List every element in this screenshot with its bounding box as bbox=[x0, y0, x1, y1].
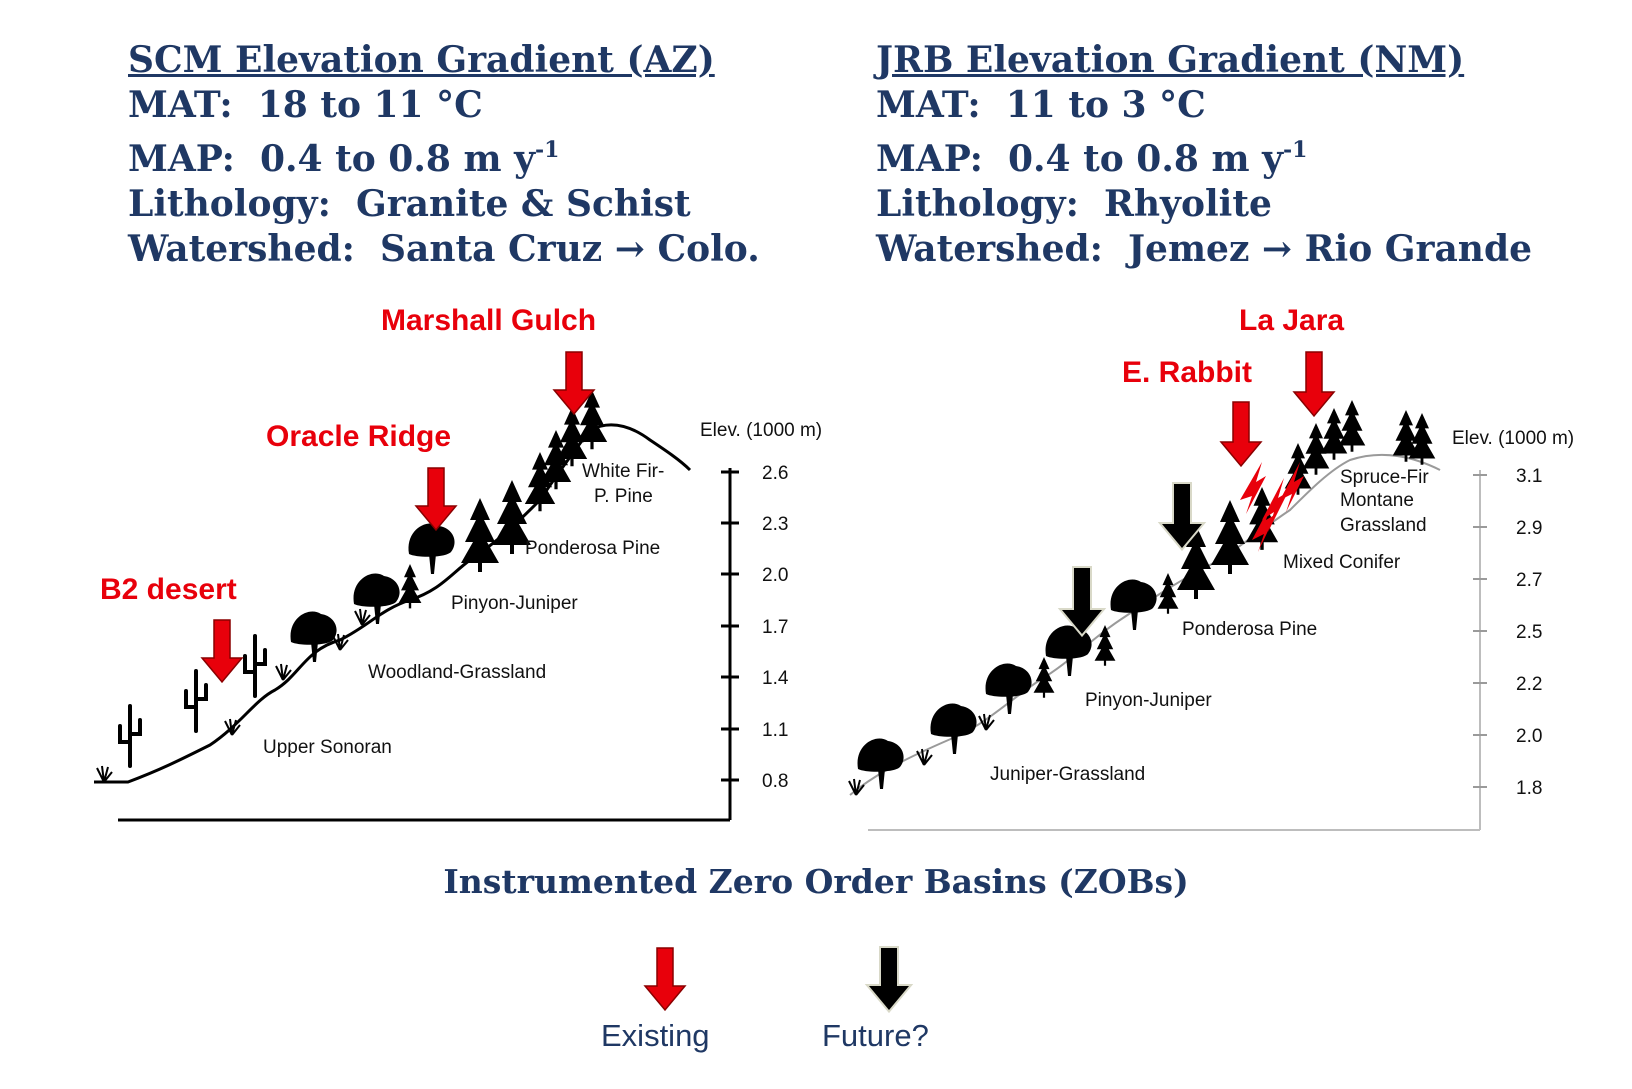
jrb-lithology-row: Lithology: Rhyolite bbox=[876, 182, 1532, 227]
scm-tick-label: 2.0 bbox=[762, 565, 788, 586]
scm-watershed-row: Watershed: Santa Cruz → Colo. bbox=[128, 227, 760, 272]
jrb-tick-label: 2.7 bbox=[1516, 570, 1542, 591]
site-label-b2-desert: B2 desert bbox=[100, 573, 237, 606]
jrb-map-row: MAP: 0.4 to 0.8 m y-1 bbox=[876, 128, 1532, 182]
future-arrow-pinyon bbox=[1057, 566, 1107, 638]
map-label: MAP: bbox=[128, 138, 235, 180]
mat-label: MAT: bbox=[876, 84, 981, 126]
jrb-tick-label: 2.9 bbox=[1516, 518, 1542, 539]
jrb-title: JRB Elevation Gradient (NM) bbox=[876, 39, 1465, 81]
scm-mat-row: MAT: 18 to 11 °C bbox=[128, 83, 760, 128]
scm-axis-ticks bbox=[721, 470, 739, 782]
zob-title: Instrumented Zero Order Basins (ZOBs) bbox=[443, 862, 1189, 901]
lithology-label: Lithology: bbox=[128, 183, 331, 225]
scm-tick-label: 0.8 bbox=[762, 771, 788, 792]
watershed-value: Jemez → Rio Grande bbox=[1128, 228, 1533, 270]
scm-axis-title: Elev. (1000 m) bbox=[700, 420, 822, 441]
scm-zone-label: Upper Sonoran bbox=[263, 737, 392, 758]
scm-tick-label: 1.4 bbox=[762, 668, 789, 689]
lithology-value: Granite & Schist bbox=[355, 183, 691, 225]
scm-title: SCM Elevation Gradient (AZ) bbox=[128, 39, 715, 81]
scm-zone-label: White Fir- bbox=[582, 461, 664, 482]
jrb-tick-label: 2.0 bbox=[1516, 726, 1542, 747]
burn-scar-icons bbox=[1240, 462, 1304, 552]
watershed-label: Watershed: bbox=[128, 228, 355, 270]
site-label-oracle-ridge: Oracle Ridge bbox=[266, 420, 451, 453]
map-value: 0.4 to 0.8 m y bbox=[259, 138, 535, 180]
scm-map-row: MAP: 0.4 to 0.8 m y-1 bbox=[128, 128, 760, 182]
jrb-tick-label: 2.5 bbox=[1516, 622, 1542, 643]
jrb-zone-label: Mixed Conifer bbox=[1283, 552, 1401, 573]
scm-tick-label: 2.3 bbox=[762, 514, 788, 535]
scm-hill-profile bbox=[94, 423, 692, 784]
lithology-value: Rhyolite bbox=[1103, 183, 1272, 225]
jrb-zone-label: Montane bbox=[1340, 490, 1414, 511]
jrb-tick-label: 3.1 bbox=[1516, 466, 1542, 487]
map-superscript: -1 bbox=[1282, 137, 1308, 163]
jrb-diagram: Elev. (1000 m) 3.1 2.9 2.7 2.5 2.2 2.0 1… bbox=[848, 304, 1574, 831]
scm-zone-label: Pinyon-Juniper bbox=[451, 593, 578, 614]
arrow-b2-desert bbox=[200, 619, 244, 684]
scm-tick-label: 2.6 bbox=[762, 463, 788, 484]
jrb-zone-label: Juniper-Grassland bbox=[990, 764, 1145, 785]
map-value: 0.4 to 0.8 m y bbox=[1007, 138, 1283, 180]
jrb-watershed-row: Watershed: Jemez → Rio Grande bbox=[876, 227, 1532, 272]
jrb-tick-label: 1.8 bbox=[1516, 778, 1542, 799]
jrb-tick-label: 2.2 bbox=[1516, 674, 1542, 695]
jrb-axis-ticks bbox=[1473, 474, 1487, 788]
jrb-zone-label: Grassland bbox=[1340, 515, 1427, 536]
mat-value: 11 to 3 °C bbox=[1005, 84, 1206, 126]
scm-zone-label: Ponderosa Pine bbox=[525, 538, 660, 559]
map-label: MAP: bbox=[876, 138, 983, 180]
mat-value: 18 to 11 °C bbox=[257, 84, 483, 126]
jrb-zone-label: Ponderosa Pine bbox=[1182, 619, 1317, 640]
scm-zone-label: Woodland-Grassland bbox=[368, 662, 546, 683]
scm-diagram: Elev. (1000 m) 2.6 2.3 2.0 1.7 1.4 1.1 0… bbox=[94, 304, 822, 822]
scm-zone-label: P. Pine bbox=[594, 486, 653, 507]
legend-existing-label: Existing bbox=[601, 1018, 710, 1053]
future-arrow-ponderosa bbox=[1157, 482, 1207, 552]
legend-future-label: Future? bbox=[822, 1018, 929, 1053]
jrb-info-block: JRB Elevation Gradient (NM) MAT: 11 to 3… bbox=[876, 38, 1532, 272]
arrow-marshall-gulch bbox=[552, 351, 596, 416]
arrow-e-rabbit bbox=[1219, 401, 1263, 468]
arrow-oracle-ridge bbox=[414, 467, 458, 532]
scm-tick-label: 1.7 bbox=[762, 617, 788, 638]
jrb-zone-label: Spruce-Fir bbox=[1340, 467, 1429, 488]
site-label-la-jara: La Jara bbox=[1239, 304, 1344, 337]
arrow-la-jara bbox=[1292, 351, 1336, 418]
jrb-zone-label: Pinyon-Juniper bbox=[1085, 690, 1212, 711]
watershed-label: Watershed: bbox=[876, 228, 1103, 270]
watershed-value: Santa Cruz → Colo. bbox=[380, 228, 760, 270]
scm-lithology-row: Lithology: Granite & Schist bbox=[128, 182, 760, 227]
jrb-axis-title: Elev. (1000 m) bbox=[1452, 428, 1574, 449]
site-label-e-rabbit: E. Rabbit bbox=[1122, 356, 1252, 389]
site-label-marshall-gulch: Marshall Gulch bbox=[381, 304, 596, 337]
scm-tick-label: 1.1 bbox=[762, 720, 788, 741]
map-superscript: -1 bbox=[534, 137, 560, 163]
mat-label: MAT: bbox=[128, 84, 233, 126]
scm-info-block: SCM Elevation Gradient (AZ) MAT: 18 to 1… bbox=[128, 38, 760, 272]
jrb-vegetation bbox=[848, 400, 1436, 796]
jrb-mat-row: MAT: 11 to 3 °C bbox=[876, 83, 1532, 128]
lithology-label: Lithology: bbox=[876, 183, 1079, 225]
